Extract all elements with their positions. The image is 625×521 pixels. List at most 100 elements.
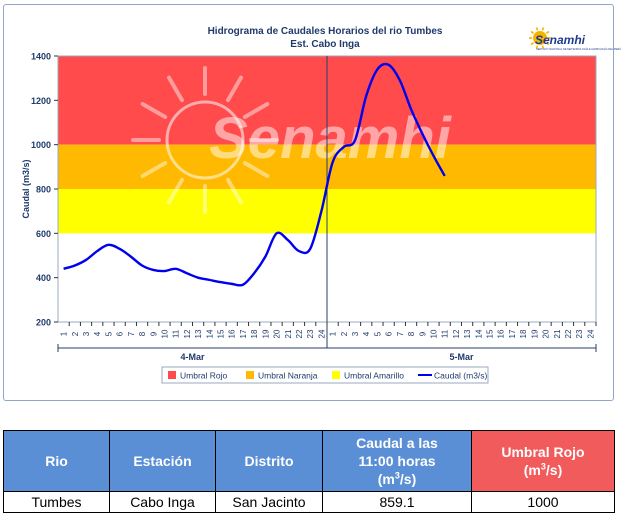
senamhi-logo-text: Senamhi (535, 33, 586, 47)
logo-ray (535, 27, 539, 31)
x-tick-label: 13 (463, 329, 472, 338)
x-tick-label: 19 (530, 329, 539, 338)
header-caudal-unit-pre: (m (377, 471, 395, 488)
logo-ray (546, 30, 550, 34)
cell-estacion: Cabo Inga (109, 491, 216, 513)
logo-ray (530, 42, 534, 46)
watermark-ray (242, 102, 270, 119)
logo-ray (530, 30, 534, 34)
x-tick-label: 15 (486, 329, 495, 338)
x-tick-label: 6 (385, 331, 394, 336)
x-tick-label: 5 (373, 331, 382, 336)
legend-swatch (332, 371, 340, 379)
x-tick-label: 14 (474, 329, 483, 338)
table-header-row: Rio Estación Distrito Caudal a las 11:00… (3, 430, 615, 492)
y-tick-label: 800 (36, 185, 51, 195)
x-tick-label: 9 (149, 331, 158, 336)
cell-distrito: San Jacinto (215, 491, 323, 513)
x-tick-label: 6 (116, 331, 125, 336)
watermark-ray (167, 177, 184, 205)
y-tick-label: 1000 (31, 140, 51, 150)
x-tick-label: 3 (82, 331, 91, 336)
x-tick-label: 20 (273, 329, 282, 338)
x-tick-label: 12 (452, 329, 461, 338)
x-tick-label: 1 (329, 331, 338, 336)
header-caudal-line2: 11:00 horas (358, 452, 436, 469)
x-tick-label: 2 (340, 331, 349, 336)
watermark-ray (226, 75, 243, 103)
x-tick-label: 15 (217, 329, 226, 338)
x-tick-label: 17 (508, 329, 517, 338)
header-caudal-line1: Caudal a las (356, 434, 438, 451)
logo-ray (546, 42, 550, 46)
cell-umbral: 1000 (471, 491, 615, 513)
x-tick-label: 23 (306, 329, 315, 338)
header-distrito: Distrito (215, 430, 323, 492)
watermark-text: Senamhi (209, 106, 453, 171)
header-umbral-rojo: Umbral Rojo (m3/s) (471, 430, 615, 492)
logo-ray (541, 27, 545, 31)
x-tick-label: 9 (418, 331, 427, 336)
x-tick-label: 7 (396, 331, 405, 336)
header-estacion: Estación (109, 430, 216, 492)
x-tick-label: 19 (261, 329, 270, 338)
x-tick-label: 21 (553, 329, 562, 338)
watermark-ray (167, 75, 184, 103)
flow-summary-table: Rio Estación Distrito Caudal a las 11:00… (3, 430, 615, 513)
header-caudal-unit-sup: 3 (394, 470, 400, 481)
legend-swatch (168, 371, 176, 379)
x-tick-label: 24 (317, 329, 326, 338)
x-tick-label: 7 (127, 331, 136, 336)
x-tick-label: 1 (60, 331, 69, 336)
header-caudal-unit-post: /s) (399, 471, 417, 488)
x-tick-label: 22 (564, 329, 573, 338)
watermark-ray (226, 177, 243, 205)
x-tick-label: 4 (362, 331, 371, 336)
y-tick-label: 200 (36, 318, 51, 328)
x-tick-label: 16 (228, 329, 237, 338)
x-tick-label: 23 (575, 329, 584, 338)
x-tick-label: 20 (542, 329, 551, 338)
legend-box (161, 366, 489, 384)
x-tick-label: 16 (497, 329, 506, 338)
cell-caudal: 859.1 (322, 491, 472, 513)
x-tick-label: 11 (172, 329, 181, 338)
header-umbral-unit-sup: 3 (540, 461, 546, 472)
x-tick-label: 3 (351, 331, 360, 336)
x-tick-label: 10 (429, 329, 438, 338)
header-umbral-unit-pre: (m (523, 462, 541, 478)
x-tick-label: 22 (295, 329, 304, 338)
series-line-caudal (63, 62, 446, 287)
legend-swatch (246, 371, 254, 379)
legend-label: Umbral Amarillo (344, 371, 404, 381)
logo-ray (535, 45, 539, 49)
x-tick-label: 5 (104, 331, 113, 336)
watermark-ray (242, 161, 270, 178)
logo-ray (541, 45, 545, 49)
senamhi-logo-caption: SERVICIO NACIONAL DE METEOROLOGÍA E HIDR… (536, 46, 621, 51)
senamhi-logo-sun-icon (533, 31, 547, 45)
chart-title: Hidrograma de Caudales Horarios del rio … (208, 26, 443, 37)
legend-label: Umbral Rojo (180, 371, 228, 381)
header-caudal: Caudal a las 11:00 horas (m3/s) (322, 430, 472, 492)
chart-subtitle: Est. Cabo Inga (290, 39, 360, 50)
legend-label: Umbral Naranja (258, 371, 318, 381)
table-row: Tumbes Cabo Inga San Jacinto 859.1 1000 (3, 491, 615, 513)
y-tick-label: 1200 (31, 96, 51, 106)
x-tick-label: 8 (138, 331, 147, 336)
x-tick-label: 4 (93, 331, 102, 336)
x-tick-label: 21 (284, 329, 293, 338)
x-tick-label: 10 (160, 329, 169, 338)
x-tick-label: 12 (183, 329, 192, 338)
x-tick-label: 8 (407, 331, 416, 336)
header-rio: Rio (3, 430, 110, 492)
x-tick-label: 17 (239, 329, 248, 338)
y-tick-label: 1400 (31, 52, 51, 62)
x-tick-label: 11 (441, 329, 450, 338)
header-umbral-unit-post: /s) (545, 462, 563, 478)
header-umbral-line1: Umbral Rojo (501, 443, 585, 460)
x-tick-label: 14 (205, 329, 214, 338)
legend-label: Caudal (m3/s) (434, 371, 488, 381)
day-label: 4-Mar (180, 352, 205, 362)
